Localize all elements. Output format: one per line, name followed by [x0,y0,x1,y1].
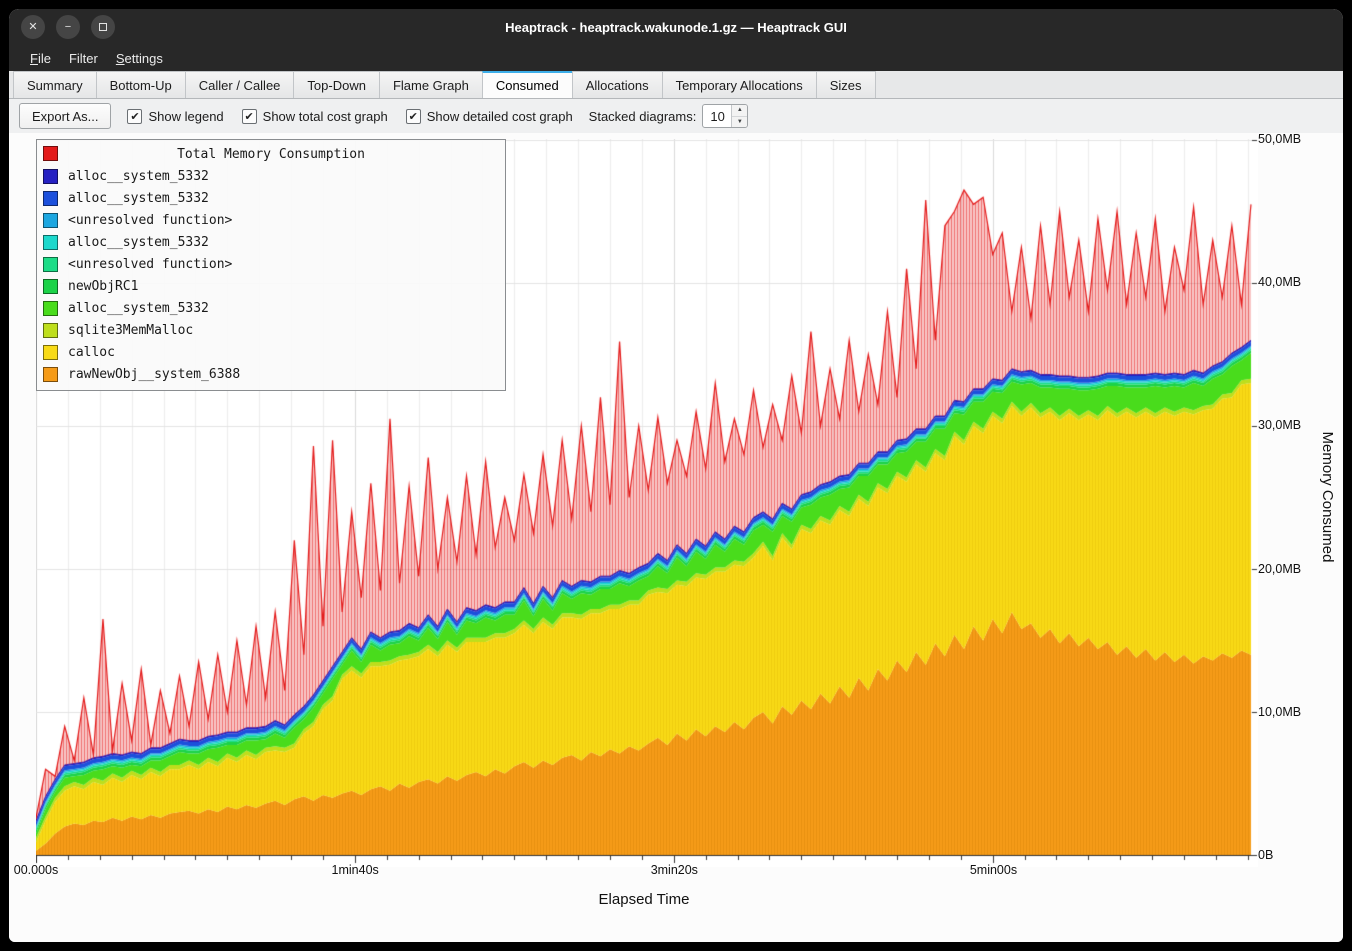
legend-item: alloc__system_5332 [37,165,505,187]
x-tick-label: 5min00s [970,863,1017,877]
legend-swatch [43,323,58,338]
legend-label: newObjRC1 [68,279,138,294]
close-icon: ✕ [28,22,37,33]
window-title: Heaptrack - heaptrack.wakunode.1.gz — He… [505,20,847,35]
legend-label: calloc [68,345,115,360]
stacked-diagrams-control: Stacked diagrams: 10 ▲ ▼ [589,104,749,128]
y-tick-label: 0B [1258,847,1273,863]
window-controls: ✕ − [21,15,115,39]
stacked-diagrams-spinbox[interactable]: 10 ▲ ▼ [702,104,748,128]
chevron-up-icon: ▲ [737,107,743,113]
checkbox-group: ✔ Show legend ✔ Show total cost graph ✔ Show … [127,109,572,124]
legend-swatch [43,301,58,316]
tab-summary[interactable]: Summary [13,71,97,98]
checkbox-icon: ✔ [406,109,421,124]
legend-label: sqlite3MemMalloc [68,323,193,338]
consumption-legend: Total Memory Consumption alloc__system_5… [36,139,506,391]
checkbox-label: Show detailed cost graph [427,109,573,124]
legend-label: <unresolved function> [68,257,232,272]
tab-consumed[interactable]: Consumed [482,71,573,98]
tab-bottom-up[interactable]: Bottom-Up [96,71,186,98]
x-tick-label: 1min40s [332,863,379,877]
toolbar: Export As... ✔ Show legend ✔ Show total cos… [9,99,1343,133]
y-axis-label: Memory Consumed [1319,432,1336,563]
stacked-diagrams-value[interactable]: 10 [703,105,731,127]
legend-item: <unresolved function> [37,253,505,275]
legend-label: alloc__system_5332 [68,235,209,250]
tab-top-down[interactable]: Top-Down [293,71,380,98]
legend-item: calloc [37,341,505,363]
tab-flame-graph[interactable]: Flame Graph [379,71,483,98]
legend-label: <unresolved function> [68,213,232,228]
checkbox-show-total-cost-graph[interactable]: ✔ Show total cost graph [242,109,388,124]
legend-item: sqlite3MemMalloc [37,319,505,341]
y-tick-label: 30,0MB [1258,417,1301,433]
x-tick-label: 00.000s [14,863,58,877]
legend-swatch [43,169,58,184]
y-tick-label: 40,0MB [1258,274,1301,290]
legend-item: newObjRC1 [37,275,505,297]
spin-buttons: ▲ ▼ [731,105,747,127]
legend-swatch [43,191,58,206]
tab-temporary-allocations[interactable]: Temporary Allocations [662,71,817,98]
y-tick-label: 20,0MB [1258,561,1301,577]
tab-sizes[interactable]: Sizes [816,71,876,98]
legend-title: Total Memory Consumption [177,147,365,162]
minimize-icon: − [65,22,71,33]
legend-item: <unresolved function> [37,209,505,231]
legend-label: rawNewObj__system_6388 [68,367,240,382]
legend-item: alloc__system_5332 [37,231,505,253]
maximize-button[interactable] [91,15,115,39]
spin-up-button[interactable]: ▲ [732,105,747,117]
legend-swatch [43,235,58,250]
heaptrack-window: ✕ − Heaptrack - heaptrack.wakunode.1.gz … [9,9,1343,942]
menu-settings[interactable]: Settings [107,45,172,71]
checkbox-icon: ✔ [127,109,142,124]
tab-caller-callee[interactable]: Caller / Callee [185,71,295,98]
legend-item: rawNewObj__system_6388 [37,363,505,385]
y-tick-label: 10,0MB [1258,704,1301,720]
legend-swatch [43,213,58,228]
legend-label: alloc__system_5332 [68,191,209,206]
chevron-down-icon: ▼ [737,119,743,125]
legend-swatch [43,345,58,360]
x-axis-label: Elapsed Time [599,891,690,908]
checkbox-label: Show legend [148,109,223,124]
menu-filter[interactable]: Filter [60,45,107,71]
legend-swatch-total [43,146,58,161]
stacked-diagrams-label: Stacked diagrams: [589,109,697,124]
legend-swatch [43,367,58,382]
titlebar[interactable]: ✕ − Heaptrack - heaptrack.wakunode.1.gz … [9,9,1343,45]
legend-item: alloc__system_5332 [37,187,505,209]
legend-item: alloc__system_5332 [37,297,505,319]
maximize-icon [99,23,107,31]
menu-file[interactable]: File [21,45,60,71]
chart-area: Total Memory Consumption alloc__system_5… [9,133,1343,942]
menu-bar: FileFilterSettings [9,45,1343,71]
checkbox-icon: ✔ [242,109,257,124]
legend-swatch [43,257,58,272]
minimize-button[interactable]: − [56,15,80,39]
legend-label: alloc__system_5332 [68,169,209,184]
export-as-button[interactable]: Export As... [19,103,111,129]
checkbox-show-detailed-cost-graph[interactable]: ✔ Show detailed cost graph [406,109,573,124]
x-tick-label: 3min20s [651,863,698,877]
tab-bar: SummaryBottom-UpCaller / CalleeTop-DownF… [9,71,1343,99]
y-tick-label: 50,0MB [1258,131,1301,147]
legend-title-row: Total Memory Consumption [37,143,505,165]
legend-label: alloc__system_5332 [68,301,209,316]
spin-down-button[interactable]: ▼ [732,117,747,128]
checkbox-show-legend[interactable]: ✔ Show legend [127,109,223,124]
tab-allocations[interactable]: Allocations [572,71,663,98]
legend-swatch [43,279,58,294]
close-button[interactable]: ✕ [21,15,45,39]
checkbox-label: Show total cost graph [263,109,388,124]
